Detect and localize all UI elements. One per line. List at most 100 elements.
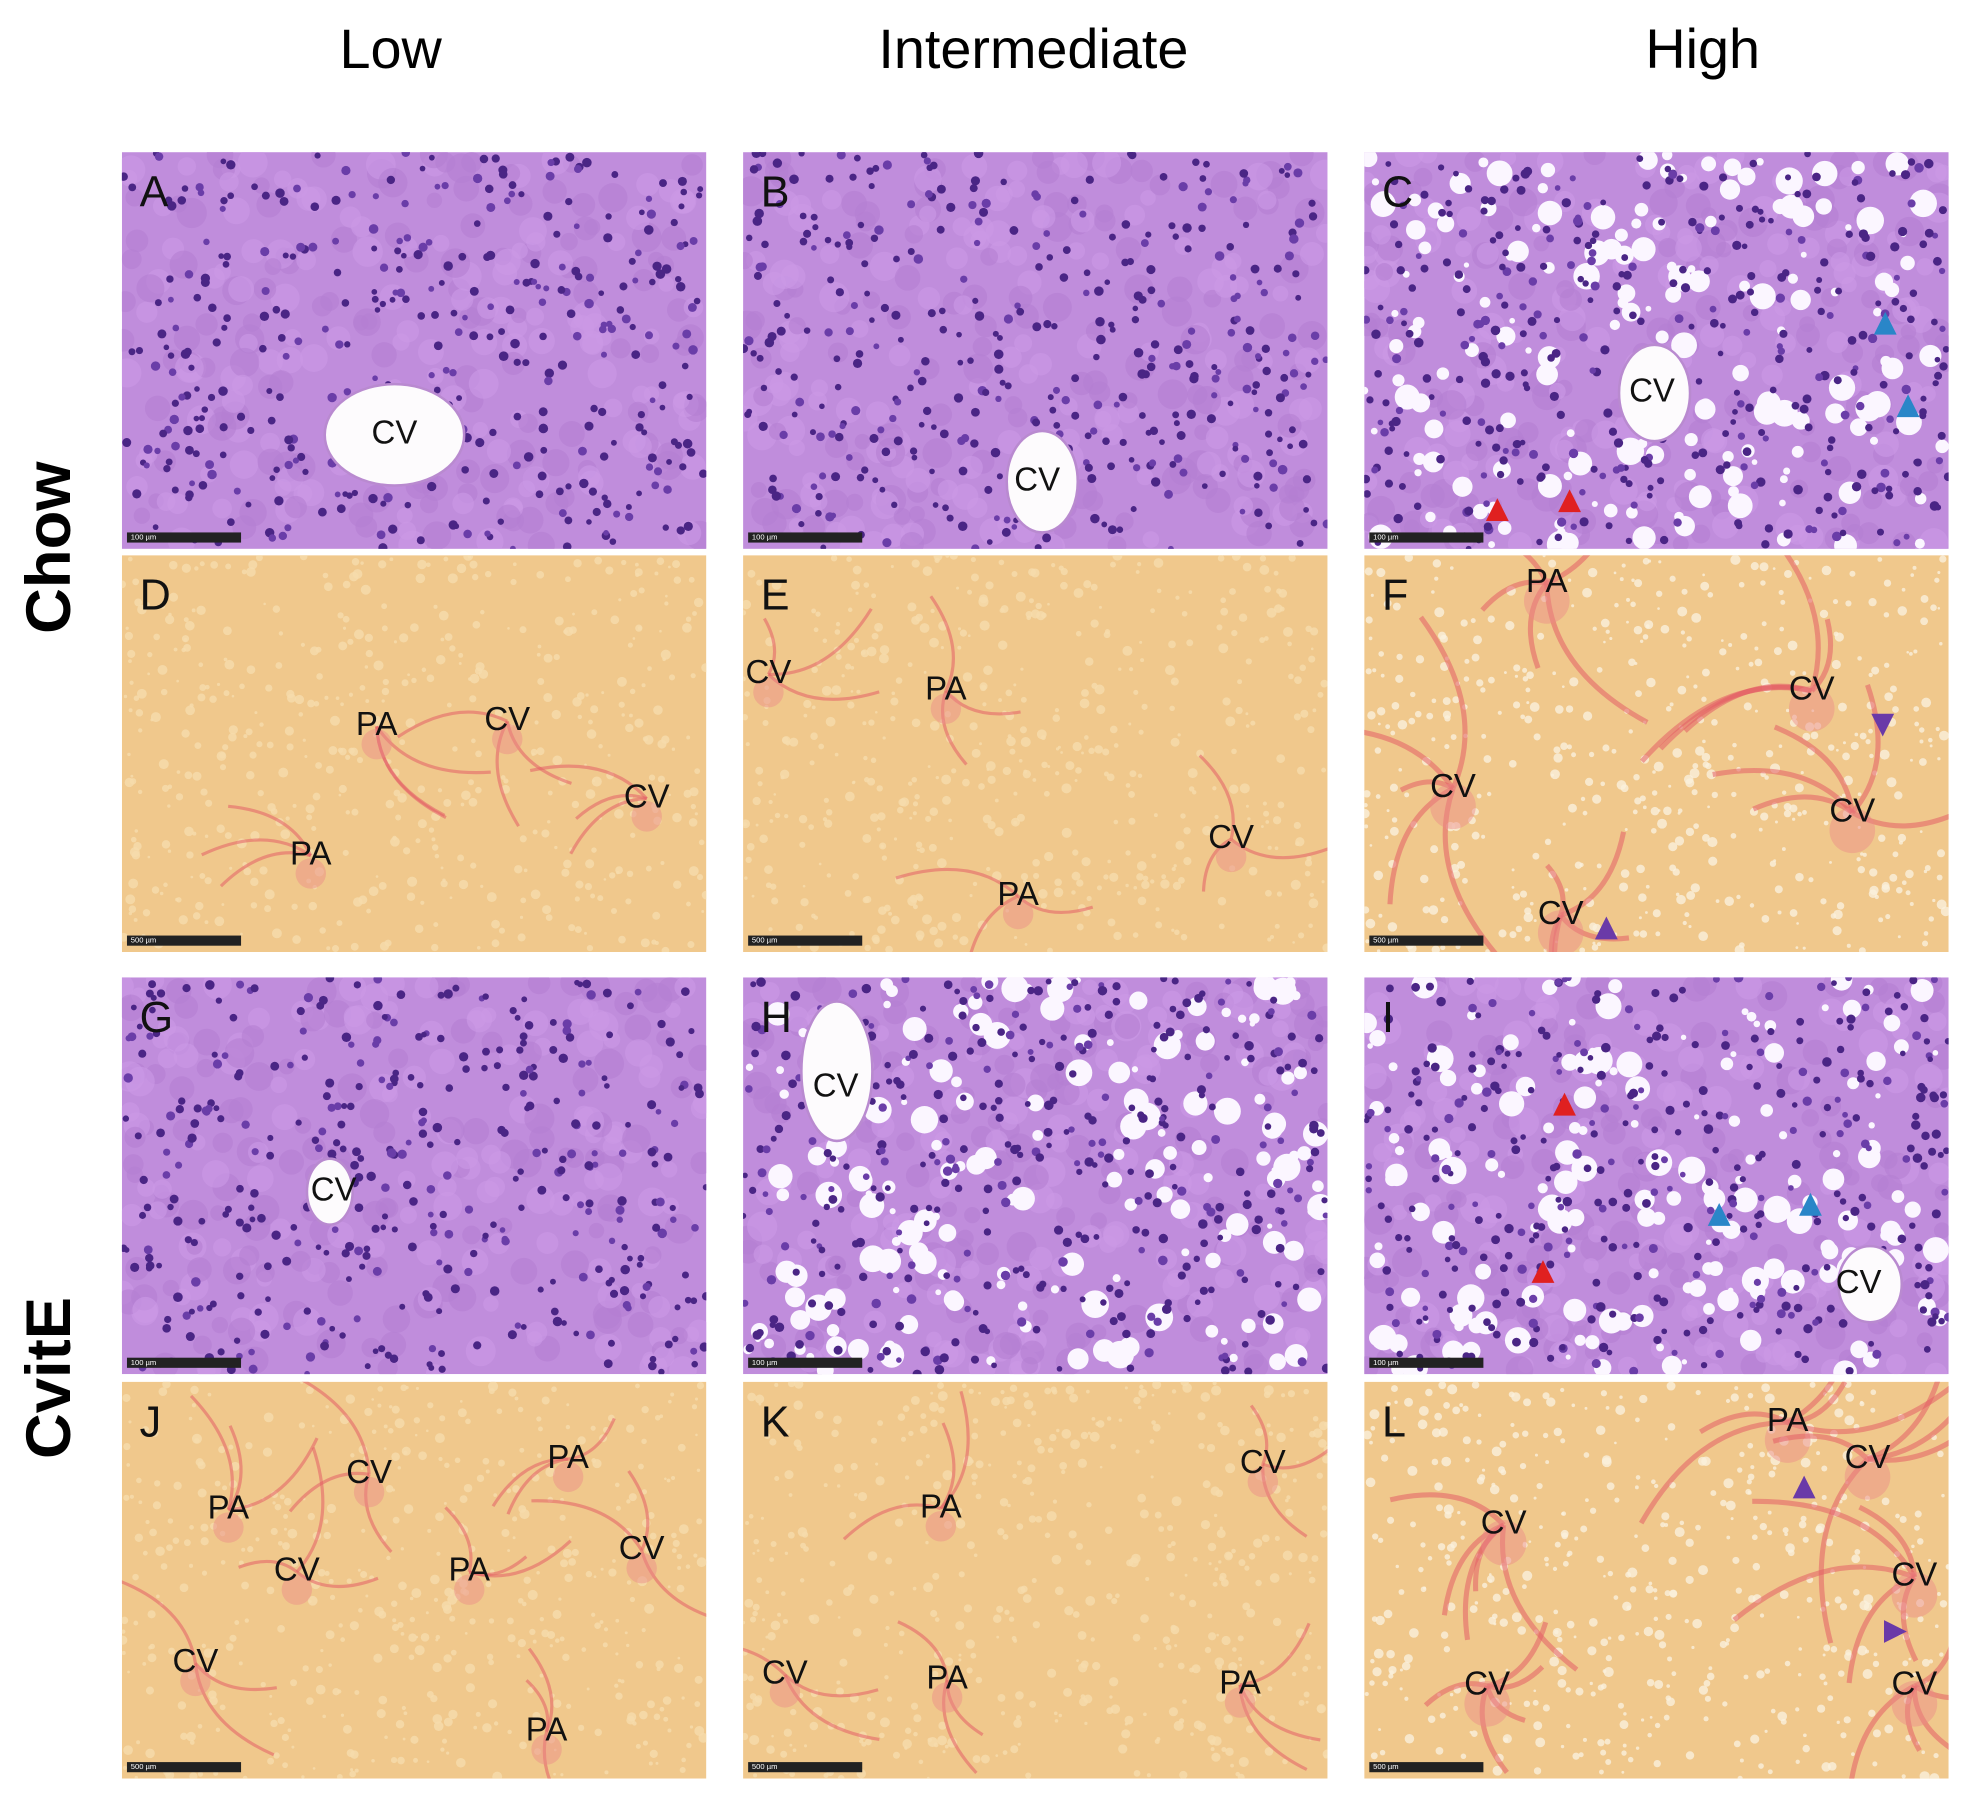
nucleus	[454, 328, 463, 336]
nucleus	[1831, 512, 1838, 519]
speckle	[173, 647, 178, 652]
speckle	[852, 780, 856, 784]
speckle	[184, 826, 194, 837]
nucleus	[373, 1000, 383, 1011]
nucleus	[1094, 286, 1104, 296]
cell-texture	[508, 191, 533, 216]
cell-texture	[847, 1148, 872, 1172]
nucleus	[198, 415, 205, 422]
nucleus	[519, 1070, 529, 1080]
speckle	[1711, 719, 1718, 726]
speckle	[1514, 674, 1519, 678]
cell-texture	[278, 1149, 305, 1175]
nucleus	[376, 530, 386, 540]
speckle	[1229, 588, 1236, 595]
vacuole	[1181, 1248, 1190, 1257]
nucleus	[1242, 384, 1252, 394]
speckle	[1602, 744, 1610, 752]
speckle	[507, 627, 510, 630]
speckle	[661, 735, 670, 744]
speckle	[1552, 671, 1557, 676]
nucleus	[837, 1307, 846, 1317]
cell-texture	[371, 342, 397, 368]
cell-texture	[359, 1099, 390, 1129]
nucleus	[333, 268, 342, 277]
speckle	[1910, 573, 1915, 577]
speckle	[1473, 635, 1482, 645]
cell-texture	[810, 379, 828, 397]
nucleus	[1165, 1027, 1175, 1037]
cell-texture	[459, 306, 482, 329]
nucleus	[1085, 1329, 1095, 1339]
nucleus	[236, 412, 246, 421]
nucleus	[1109, 1317, 1118, 1326]
cell-texture	[1029, 1246, 1053, 1271]
nucleus	[221, 1052, 229, 1060]
cell-texture	[210, 1205, 226, 1221]
speckle	[919, 623, 930, 633]
nucleus	[1454, 270, 1464, 279]
speckle	[178, 915, 188, 925]
nucleus	[1144, 1192, 1152, 1200]
speckle	[588, 719, 593, 725]
speckle	[1006, 736, 1016, 747]
vacuole	[1901, 417, 1915, 430]
nucleus	[1288, 426, 1296, 434]
cell-texture	[1186, 1291, 1214, 1318]
nucleus	[993, 515, 1000, 522]
nucleus	[1277, 436, 1283, 443]
speckle	[1674, 836, 1685, 846]
speckle	[1618, 882, 1629, 892]
speckle	[1939, 555, 1947, 563]
nucleus	[1012, 1176, 1022, 1186]
nucleus	[257, 1213, 266, 1223]
nucleus	[1453, 170, 1459, 177]
speckle	[228, 732, 237, 742]
vacuole	[1509, 317, 1516, 324]
nucleus	[145, 989, 154, 998]
vacuole	[776, 1066, 785, 1075]
cell-texture	[472, 421, 489, 438]
speckle	[747, 569, 756, 578]
vacuole	[1665, 286, 1682, 303]
speckle	[597, 895, 604, 902]
speckle	[250, 877, 259, 887]
nucleus	[130, 1004, 137, 1011]
nucleus	[1847, 336, 1857, 345]
speckle	[1909, 901, 1914, 906]
speckle	[1802, 809, 1807, 815]
nucleus	[1775, 354, 1784, 364]
cell-texture	[850, 1212, 879, 1240]
vacuole	[1392, 374, 1405, 387]
cell-texture	[1918, 471, 1939, 492]
speckle	[407, 673, 410, 677]
nucleus	[1306, 1158, 1314, 1166]
nucleus	[1232, 445, 1239, 452]
speckle	[541, 829, 550, 838]
nucleus	[327, 1103, 336, 1112]
speckle	[1778, 589, 1784, 596]
speckle	[456, 563, 467, 574]
cell-texture	[330, 226, 358, 253]
speckle	[592, 779, 596, 783]
nucleus	[1289, 369, 1299, 378]
cell-texture	[276, 347, 303, 374]
vacuole	[1389, 338, 1404, 354]
nucleus	[1533, 310, 1542, 319]
speckle	[672, 812, 682, 823]
cell-texture	[121, 328, 135, 352]
speckle	[1685, 827, 1695, 837]
fibrosis-core	[930, 693, 962, 724]
nucleus	[426, 1184, 436, 1194]
nucleus	[1934, 356, 1941, 363]
nucleus	[674, 441, 683, 449]
speckle	[1675, 892, 1680, 897]
speckle	[1719, 648, 1727, 656]
vacuole	[1436, 215, 1455, 233]
cell-texture	[242, 313, 262, 332]
cell-texture	[692, 1093, 707, 1114]
vacuole	[1249, 1013, 1260, 1024]
nucleus	[1480, 196, 1489, 205]
speckle	[668, 793, 671, 797]
